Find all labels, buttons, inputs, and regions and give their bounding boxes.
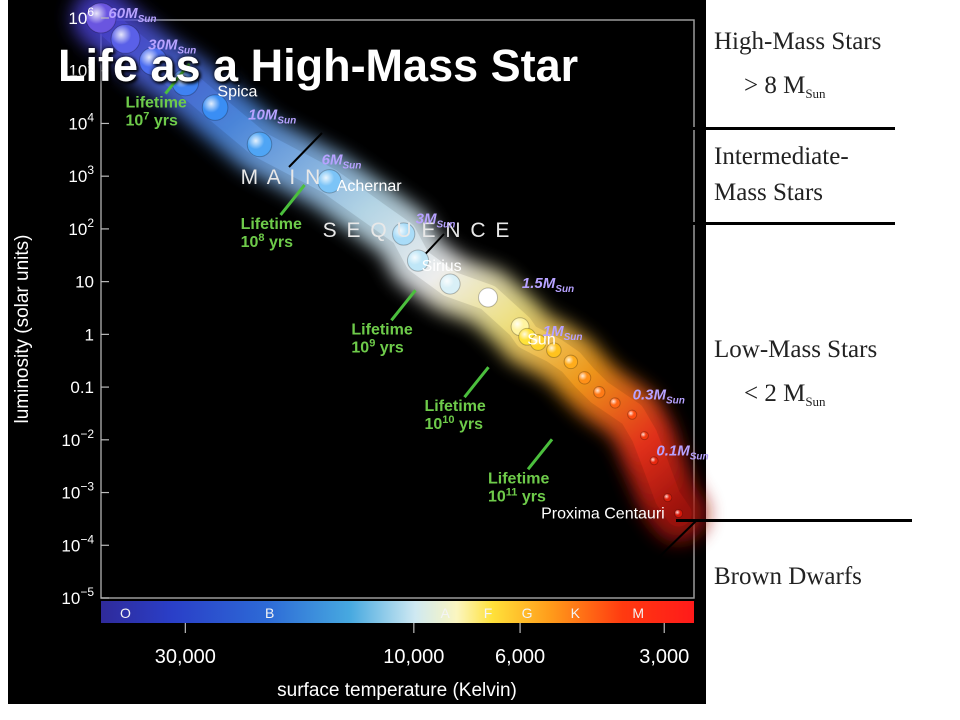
y-axis-label: luminosity (solar units) xyxy=(12,235,33,424)
star-highlight xyxy=(593,386,605,398)
category-high-mass-limit: > 8 MSun xyxy=(744,72,826,101)
star-highlight xyxy=(640,431,649,440)
y-tick-label: 10−2 xyxy=(61,427,94,450)
spectral-class-label: A xyxy=(441,605,451,621)
star-name-label: Achernar xyxy=(337,178,403,195)
spectral-class-label: B xyxy=(265,605,274,621)
star-name-label: Sirius xyxy=(422,258,462,275)
mass-label: 60MSun xyxy=(108,5,156,25)
lifetime-value: 107 yrs xyxy=(125,111,177,130)
mass-label: 0.3MSun xyxy=(633,386,685,406)
y-tick-label: 10−4 xyxy=(61,532,94,555)
mass-label: 3MSun xyxy=(416,211,456,231)
y-tick-label: 102 xyxy=(68,216,94,239)
lifetime-label: Lifetime xyxy=(125,95,186,112)
lifetime-value: 109 yrs xyxy=(351,337,403,356)
category-brown-dwarfs-title: Brown Dwarfs xyxy=(714,563,862,590)
x-tick-label: 3,000 xyxy=(639,646,689,668)
star-highlight xyxy=(111,24,140,54)
chart-axes: 1061051041031021010.110−210−310−410−530,… xyxy=(12,5,689,701)
category-intermediate-line2: Mass Stars xyxy=(714,179,824,206)
y-tick-label: 10 xyxy=(75,273,94,292)
lifetime-pointer xyxy=(526,438,554,471)
lifetime-label: Lifetime xyxy=(241,216,302,233)
star-highlight xyxy=(317,169,342,193)
lifetime-label: Lifetime xyxy=(351,321,412,338)
star-highlight xyxy=(663,493,672,502)
category-low-mass-title: Low-Mass Stars xyxy=(714,336,878,363)
spectral-class-bar xyxy=(101,601,694,623)
star-highlight xyxy=(564,355,578,369)
mass-label: 6MSun xyxy=(322,151,362,171)
category-high-mass: High-Mass Stars > 8 MSun xyxy=(714,26,881,110)
spectral-class-label: O xyxy=(120,605,131,621)
category-intermediate-line1: Intermediate- xyxy=(714,143,849,170)
category-low-mass-limit: < 2 MSun xyxy=(744,380,826,409)
y-tick-label: 103 xyxy=(68,163,94,186)
star-highlight xyxy=(392,222,415,246)
main-sequence-text: S E Q U E N C E xyxy=(323,219,512,242)
category-brown-dwarfs: Brown Dwarfs xyxy=(714,561,862,593)
y-tick-label: 10−3 xyxy=(61,480,94,503)
chart-labels: M A I N S E Q U E N C E 60MSun 30MSun 10MSun… xyxy=(108,5,708,523)
star-highlight xyxy=(650,456,659,465)
star-highlight xyxy=(407,250,429,272)
category-high-mass-title: High-Mass Stars xyxy=(714,28,882,55)
spectral-class-label: M xyxy=(632,605,644,621)
star-highlight xyxy=(674,509,683,518)
lifetime-pointer xyxy=(279,183,306,216)
mass-label: 0.1MSun xyxy=(656,443,708,463)
lifetime-value: 1011 yrs xyxy=(488,486,546,505)
mass-label: 1MSun xyxy=(543,323,583,343)
main-sequence-text: M A I N xyxy=(241,166,323,189)
divider-high-intermediate xyxy=(692,127,895,130)
star-highlight xyxy=(627,410,637,420)
star-highlight xyxy=(546,342,562,358)
star-name-label: Spica xyxy=(217,84,257,101)
y-tick-label: 106 xyxy=(68,5,94,28)
y-tick-label: 104 xyxy=(68,110,94,133)
star-highlight xyxy=(609,397,621,409)
lifetime-value: 108 yrs xyxy=(241,232,293,251)
lifetime-value: 1010 yrs xyxy=(424,414,483,433)
mass-label: 30MSun xyxy=(148,37,196,57)
category-low-mass: Low-Mass Stars < 2 MSun xyxy=(714,334,877,418)
x-tick-label: 30,000 xyxy=(155,646,216,668)
lifetime-pointer xyxy=(390,289,417,322)
divider-low-brown xyxy=(676,519,912,522)
divider-intermediate-low xyxy=(692,222,895,225)
star-highlight xyxy=(478,288,498,308)
y-tick-label: 10−5 xyxy=(61,585,94,608)
mass-label: 10MSun xyxy=(248,107,296,127)
star-highlight xyxy=(202,94,228,121)
star-highlight xyxy=(530,334,547,351)
category-intermediate: Intermediate- Mass Stars xyxy=(714,141,849,209)
y-tick-label: 105 xyxy=(68,58,94,81)
lifetime-pointer xyxy=(463,366,490,399)
star-name-label: Sun xyxy=(527,331,555,348)
spectral-class-label: F xyxy=(484,605,493,621)
spectral-class-label: G xyxy=(522,605,533,621)
x-tick-label: 6,000 xyxy=(495,646,545,668)
slide-title: Life as a High-Mass Star xyxy=(58,40,579,91)
star-highlight xyxy=(139,47,168,76)
y-tick-label: 0.1 xyxy=(70,378,94,397)
plot-area xyxy=(100,19,695,599)
lifetime-pointer xyxy=(164,62,191,95)
x-axis-label: surface temperature (Kelvin) xyxy=(277,680,517,701)
star-highlight xyxy=(440,273,461,295)
mass-label: 1.5MSun xyxy=(522,275,574,295)
lifetime-label: Lifetime xyxy=(424,398,485,415)
star-name-label: Proxima Centauri xyxy=(541,506,665,523)
x-tick-label: 10,000 xyxy=(383,646,444,668)
star-highlight xyxy=(578,371,591,385)
spectral-class-label: K xyxy=(571,605,581,621)
y-tick-label: 1 xyxy=(85,325,94,344)
lifetime-label: Lifetime xyxy=(488,470,549,487)
star-highlight xyxy=(247,132,272,157)
